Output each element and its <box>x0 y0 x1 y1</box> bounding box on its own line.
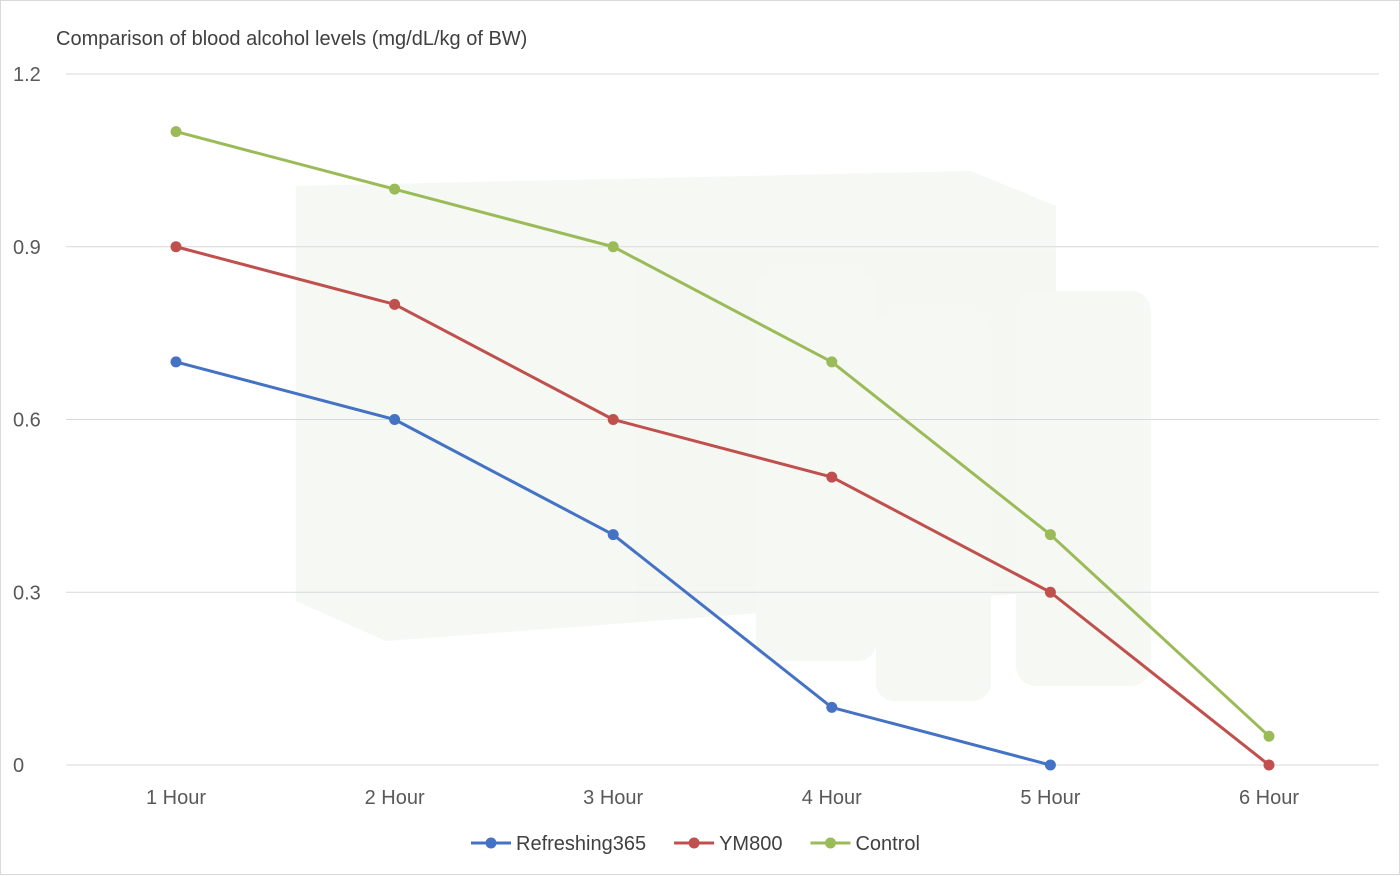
data-point <box>607 414 619 425</box>
series-line <box>174 130 1271 738</box>
x-tick-label: 4 Hour <box>802 787 862 809</box>
y-axis-tick-labels: 0 0.3 0.6 0.9 1.2 <box>13 64 41 777</box>
data-point <box>170 126 182 138</box>
x-tick-label: 5 Hour <box>1020 787 1080 809</box>
gridlines <box>66 73 1379 766</box>
data-point <box>826 471 838 483</box>
x-tick-label: 3 Hour <box>583 787 643 809</box>
y-tick-label: 0.9 <box>13 237 41 259</box>
series-line <box>174 245 1271 767</box>
x-axis-tick-labels: 1 Hour 2 Hour 3 Hour 4 Hour 5 Hour 6 Hour <box>146 787 1299 809</box>
legend-label: Refreshing365 <box>516 833 646 855</box>
data-point <box>826 701 838 713</box>
data-point <box>1263 730 1275 742</box>
legend-item: YM800 <box>674 833 782 855</box>
x-tick-label: 2 Hour <box>365 787 425 809</box>
legend-marker <box>485 837 497 849</box>
data-point <box>826 356 838 368</box>
legend-marker <box>688 837 700 849</box>
data-point <box>1263 759 1275 771</box>
data-point <box>389 183 401 195</box>
series-refreshing365 <box>170 356 1056 771</box>
series-lines <box>170 126 1275 771</box>
data-point <box>607 241 619 253</box>
series-ym800 <box>170 241 1275 771</box>
x-tick-label: 1 Hour <box>146 787 206 809</box>
chart-title: Comparison of blood alcohol levels (mg/d… <box>56 28 527 50</box>
data-point <box>389 414 401 425</box>
legend-item: Control <box>810 833 920 855</box>
data-point <box>1044 529 1056 541</box>
data-point <box>170 356 182 368</box>
data-point <box>607 529 619 541</box>
y-tick-label: 0.6 <box>13 410 41 432</box>
legend-item: Refreshing365 <box>471 833 646 855</box>
legend: Refreshing365 YM800 Control <box>471 833 920 855</box>
legend-marker <box>824 837 836 849</box>
data-point <box>389 298 401 310</box>
y-tick-label: 0 <box>13 755 24 777</box>
legend-label: Control <box>855 833 919 855</box>
legend-label: YM800 <box>719 833 782 855</box>
y-tick-label: 1.2 <box>13 64 41 86</box>
data-point <box>1044 586 1056 598</box>
data-point <box>170 241 182 253</box>
data-point <box>1044 759 1056 771</box>
series-control <box>170 126 1275 742</box>
x-tick-label: 6 Hour <box>1239 787 1299 809</box>
y-tick-label: 0.3 <box>13 582 41 604</box>
